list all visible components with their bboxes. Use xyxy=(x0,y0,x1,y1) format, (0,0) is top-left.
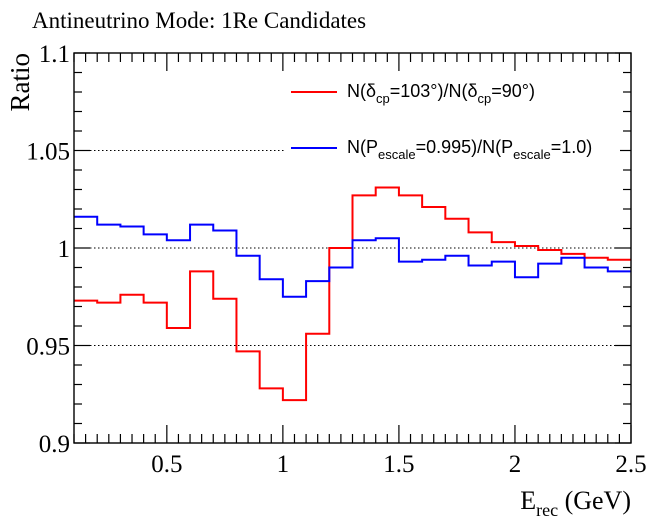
x-tick-label: 1.5 xyxy=(383,451,414,478)
legend-text: N(δ xyxy=(347,81,376,101)
tick-labels: 0.5 1 1.5 2 2.5 0.9 0.95 1 1.05 1.1 xyxy=(26,41,646,478)
x-tick-label: 2 xyxy=(509,451,522,478)
series-line-delta_cp xyxy=(74,186,631,402)
x-tick-label: 0.5 xyxy=(151,451,182,478)
series-line-p_escale xyxy=(74,215,631,298)
legend-label: N(δcp=103°)/N(δcp=90°) xyxy=(347,81,535,106)
chart-title: Antineutrino Mode: 1Re Candidates xyxy=(32,8,366,33)
series-p_escale xyxy=(74,215,631,298)
y-tick-label: 1.05 xyxy=(26,139,70,166)
plot-frame xyxy=(73,52,632,444)
y-tick-label: 0.9 xyxy=(39,431,70,458)
legend: N(δcp=103°)/N(δcp=90°)N(Pescale=0.995)/N… xyxy=(284,74,620,172)
legend-subscript: cp xyxy=(376,91,390,106)
x-axis-label: Erec (GeV) xyxy=(520,486,631,520)
legend-subscript: escale xyxy=(513,147,551,162)
legend-background xyxy=(284,74,620,116)
legend-text: =1.0) xyxy=(551,137,593,157)
legend-entry-p_escale: N(Pescale=0.995)/N(Pescale=1.0) xyxy=(284,130,620,172)
series-group xyxy=(74,186,631,402)
y-tick-label: 1 xyxy=(58,236,71,263)
legend-text: N(P xyxy=(347,137,378,157)
legend-entry-delta_cp: N(δcp=103°)/N(δcp=90°) xyxy=(284,74,620,116)
series-delta_cp xyxy=(74,186,631,402)
legend-label: N(Pescale=0.995)/N(Pescale=1.0) xyxy=(347,137,592,162)
legend-background xyxy=(284,130,620,172)
legend-text: =0.995)/N(P xyxy=(416,137,514,157)
y-axis-label: Ratio xyxy=(5,53,35,112)
x-axis-label-main: E xyxy=(520,486,536,515)
x-axis-label-subscript: rec xyxy=(536,500,558,520)
x-tick-label: 2.5 xyxy=(615,451,646,478)
x-axis-label-unit: (GeV) xyxy=(558,486,631,515)
y-tick-label: 1.1 xyxy=(39,41,70,68)
legend-subscript: escale xyxy=(378,147,416,162)
x-tick-label: 1 xyxy=(277,451,290,478)
legend-text: =103°)/N(δ xyxy=(390,81,478,101)
legend-text: =90°) xyxy=(491,81,535,101)
legend-subscript: cp xyxy=(478,91,492,106)
y-tick-label: 0.95 xyxy=(26,334,70,361)
